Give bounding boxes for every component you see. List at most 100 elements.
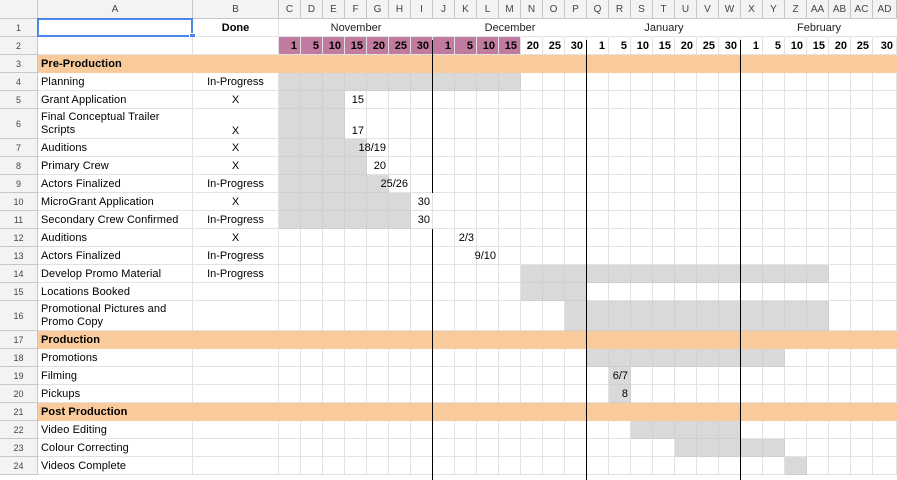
section-cell[interactable] — [697, 331, 719, 349]
section-cell[interactable] — [499, 331, 521, 349]
timeline-cell[interactable] — [785, 109, 807, 139]
day-label[interactable]: 1 — [433, 37, 455, 55]
timeline-cell[interactable] — [829, 367, 851, 385]
timeline-cell[interactable] — [675, 109, 697, 139]
timeline-cell[interactable] — [301, 73, 323, 91]
timeline-cell[interactable] — [697, 301, 719, 331]
timeline-cell[interactable] — [807, 139, 829, 157]
timeline-cell[interactable] — [631, 367, 653, 385]
section-cell[interactable] — [675, 331, 697, 349]
timeline-cell[interactable] — [543, 349, 565, 367]
timeline-cell[interactable] — [829, 211, 851, 229]
timeline-cell[interactable] — [345, 193, 367, 211]
timeline-cell[interactable] — [609, 439, 631, 457]
section-cell[interactable] — [565, 331, 587, 349]
timeline-cell[interactable] — [301, 385, 323, 403]
timeline-cell[interactable] — [389, 367, 411, 385]
section-cell[interactable] — [741, 403, 763, 421]
timeline-cell[interactable] — [873, 211, 897, 229]
timeline-cell[interactable] — [455, 211, 477, 229]
day-label[interactable]: 15 — [345, 37, 367, 55]
timeline-cell[interactable] — [873, 193, 897, 211]
calendar-cell[interactable] — [565, 19, 587, 37]
timeline-cell[interactable] — [477, 283, 499, 301]
timeline-cell[interactable] — [675, 301, 697, 331]
timeline-cell[interactable] — [587, 211, 609, 229]
timeline-cell[interactable] — [499, 301, 521, 331]
timeline-cell[interactable] — [741, 157, 763, 175]
timeline-cell[interactable] — [587, 439, 609, 457]
timeline-cell[interactable] — [367, 193, 389, 211]
calendar-cell[interactable] — [345, 19, 367, 37]
timeline-cell[interactable] — [389, 439, 411, 457]
timeline-cell[interactable] — [719, 439, 741, 457]
timeline-cell[interactable] — [323, 385, 345, 403]
timeline-cell[interactable] — [807, 193, 829, 211]
timeline-cell[interactable] — [631, 385, 653, 403]
day-label[interactable]: 10 — [323, 37, 345, 55]
timeline-cell[interactable] — [279, 367, 301, 385]
section-header[interactable]: Pre-Production — [38, 55, 193, 73]
date-note[interactable]: 15 — [345, 91, 367, 109]
timeline-cell[interactable] — [873, 157, 897, 175]
timeline-cell[interactable] — [675, 229, 697, 247]
timeline-cell[interactable] — [785, 91, 807, 109]
timeline-cell[interactable] — [433, 265, 455, 283]
timeline-cell[interactable] — [279, 349, 301, 367]
timeline-cell[interactable] — [543, 265, 565, 283]
done-status[interactable]: X — [193, 229, 279, 247]
day-label[interactable]: 30 — [719, 37, 741, 55]
timeline-cell[interactable] — [565, 73, 587, 91]
task-name[interactable]: Actors Finalized — [38, 247, 193, 265]
timeline-cell[interactable] — [565, 109, 587, 139]
timeline-cell[interactable] — [455, 301, 477, 331]
timeline-cell[interactable] — [807, 91, 829, 109]
column-header-e[interactable]: E — [323, 0, 345, 19]
timeline-cell[interactable] — [785, 211, 807, 229]
timeline-cell[interactable] — [433, 439, 455, 457]
done-status[interactable] — [193, 301, 279, 331]
timeline-cell[interactable] — [565, 91, 587, 109]
timeline-cell[interactable] — [323, 265, 345, 283]
section-cell[interactable] — [411, 55, 433, 73]
section-cell[interactable] — [785, 331, 807, 349]
timeline-cell[interactable] — [697, 211, 719, 229]
timeline-cell[interactable] — [411, 265, 433, 283]
timeline-cell[interactable] — [565, 193, 587, 211]
timeline-cell[interactable] — [873, 265, 897, 283]
timeline-cell[interactable] — [741, 229, 763, 247]
timeline-cell[interactable] — [543, 157, 565, 175]
timeline-cell[interactable] — [565, 385, 587, 403]
section-cell[interactable] — [675, 403, 697, 421]
section-cell[interactable] — [477, 331, 499, 349]
row-header[interactable]: 6 — [0, 109, 38, 139]
calendar-cell[interactable] — [455, 19, 477, 37]
timeline-cell[interactable] — [433, 193, 455, 211]
timeline-cell[interactable] — [367, 283, 389, 301]
date-note[interactable]: 9/10 — [475, 247, 499, 265]
timeline-cell[interactable] — [873, 457, 897, 475]
timeline-cell[interactable] — [345, 421, 367, 439]
timeline-cell[interactable] — [741, 193, 763, 211]
timeline-cell[interactable] — [345, 439, 367, 457]
timeline-cell[interactable] — [763, 175, 785, 193]
timeline-cell[interactable] — [323, 247, 345, 265]
timeline-cell[interactable] — [829, 301, 851, 331]
row-header[interactable]: 19 — [0, 367, 38, 385]
timeline-cell[interactable] — [675, 439, 697, 457]
section-cell[interactable] — [367, 331, 389, 349]
timeline-cell[interactable] — [741, 421, 763, 439]
column-header-c[interactable]: C — [279, 0, 301, 19]
timeline-cell[interactable] — [565, 349, 587, 367]
timeline-cell[interactable] — [807, 229, 829, 247]
column-header-k[interactable]: K — [455, 0, 477, 19]
timeline-cell[interactable] — [873, 73, 897, 91]
timeline-cell[interactable] — [345, 367, 367, 385]
timeline-cell[interactable] — [367, 73, 389, 91]
timeline-cell[interactable] — [389, 385, 411, 403]
timeline-cell[interactable] — [851, 439, 873, 457]
timeline-cell[interactable] — [587, 193, 609, 211]
date-note[interactable]: 30 — [411, 211, 433, 229]
section-cell[interactable] — [521, 331, 543, 349]
timeline-cell[interactable] — [785, 229, 807, 247]
